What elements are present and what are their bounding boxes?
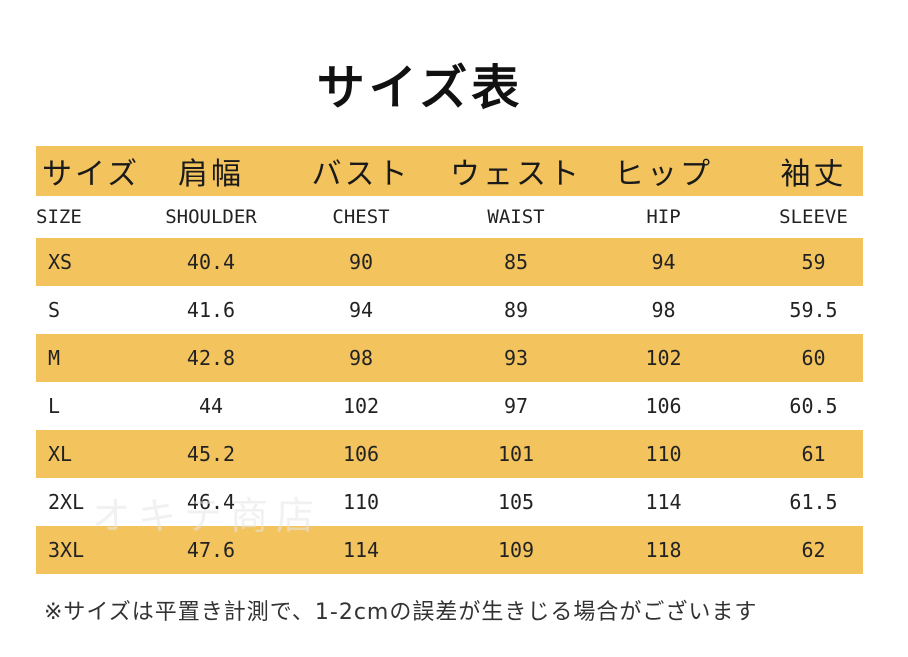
cell-chest: 110 (342, 490, 380, 514)
cell-sleeve: 60.5 (789, 394, 838, 418)
cell-chest: 102 (342, 394, 380, 418)
cell-chest: 98 (348, 346, 374, 370)
cell-shoulder: 42.8 (186, 346, 236, 370)
header-waist-jp: ウェスト (450, 157, 582, 192)
cell-shoulder: 45.2 (186, 442, 236, 466)
cell-size: M (48, 346, 61, 370)
header-shoulder-en: SHOULDER (165, 206, 257, 228)
cell-shoulder: 47.6 (186, 538, 236, 562)
header-waist-en: WAIST (487, 206, 545, 228)
cell-hip: 114 (645, 490, 682, 514)
cell-chest: 114 (342, 538, 380, 562)
cell-size: S (48, 298, 61, 322)
header-sleeve-jp: 袖丈 (780, 157, 847, 192)
cell-hip: 94 (651, 250, 676, 274)
cell-sleeve: 61.5 (789, 490, 838, 514)
table-header-en: SIZE SHOULDER CHEST WAIST HIP SLEEVE (36, 196, 863, 238)
cell-waist: 93 (503, 346, 529, 370)
cell-waist: 109 (497, 538, 535, 562)
cell-sleeve: 62 (801, 538, 826, 562)
header-size-en: SIZE (36, 206, 82, 228)
cell-shoulder: 46.4 (186, 490, 236, 514)
header-sleeve-en: SLEEVE (779, 206, 848, 228)
page-title: サイズ表 (316, 60, 524, 116)
cell-chest: 106 (342, 442, 380, 466)
cell-shoulder: 40.4 (186, 250, 236, 274)
cell-shoulder: 44 (198, 394, 224, 418)
cell-shoulder: 41.6 (186, 298, 236, 322)
cell-hip: 98 (651, 298, 676, 322)
size-table: サイズ 肩幅 バスト ウェスト ヒップ 袖丈 SIZE SHOULDER CHE… (36, 146, 863, 574)
cell-sleeve: 59 (801, 250, 826, 274)
table-row: XL 45.2 106 101 110 61 (36, 430, 863, 478)
cell-size: 3XL (48, 538, 85, 562)
header-chest-jp: バスト (311, 157, 411, 192)
cell-chest: 90 (348, 250, 374, 274)
cell-waist: 85 (503, 250, 529, 274)
header-hip-en: HIP (646, 206, 681, 228)
cell-waist: 105 (497, 490, 535, 514)
cell-size: XL (48, 442, 73, 466)
table-row: M 42.8 98 93 102 60 (36, 334, 863, 382)
cell-sleeve: 60 (801, 346, 826, 370)
table-row: L 44 102 97 106 60.5 (36, 382, 863, 430)
cell-size: 2XL (48, 490, 85, 514)
table-row: 3XL 47.6 114 109 118 62 (36, 526, 863, 574)
cell-size: XS (48, 250, 73, 274)
cell-sleeve: 59.5 (789, 298, 838, 322)
cell-hip: 118 (645, 538, 682, 562)
cell-hip: 110 (645, 442, 682, 466)
cell-waist: 97 (503, 394, 529, 418)
table-header-jp: サイズ 肩幅 バスト ウェスト ヒップ 袖丈 (36, 146, 863, 196)
cell-hip: 106 (645, 394, 682, 418)
table-row: 2XL 46.4 110 105 114 61.5 (36, 478, 863, 526)
header-size-jp: サイズ (42, 157, 141, 192)
table-row: XS 40.4 90 85 94 59 (36, 238, 863, 286)
header-shoulder-jp: 肩幅 (178, 157, 244, 192)
cell-sleeve: 61 (801, 442, 826, 466)
cell-hip: 102 (645, 346, 682, 370)
table-row: S 41.6 94 89 98 59.5 (36, 286, 863, 334)
cell-size: L (48, 394, 61, 418)
measurement-note: ※サイズは平置き計測で、1-2cmの誤差が生きじる場合がございます (44, 600, 758, 625)
header-chest-en: CHEST (332, 206, 390, 228)
cell-waist: 101 (497, 442, 535, 466)
cell-waist: 89 (503, 298, 529, 322)
cell-chest: 94 (348, 298, 374, 322)
header-hip-jp: ヒップ (614, 157, 713, 192)
